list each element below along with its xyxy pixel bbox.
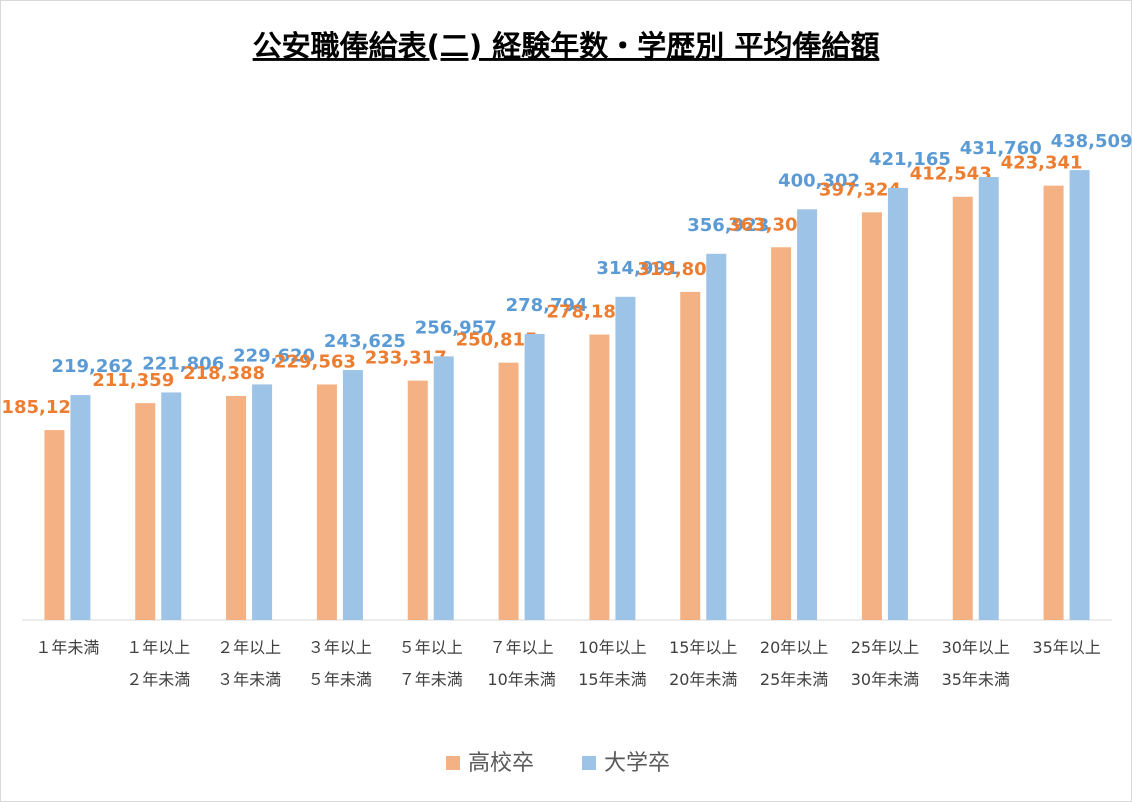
bar <box>407 380 428 620</box>
data-label: 243,625 <box>324 331 406 352</box>
chart-title: 公安職俸給表(二) 経験年数・学歴別 平均俸給額 <box>253 29 880 63</box>
bar <box>680 291 701 620</box>
bar <box>771 247 792 620</box>
x-tick-label: ２年以上 ３年未満 <box>217 638 298 689</box>
x-tick-label: 10年以上 15年未満 <box>578 638 663 689</box>
data-label: 400,302 <box>778 170 860 191</box>
bar <box>797 209 818 620</box>
data-label: 412,543 <box>910 164 992 185</box>
data-label: 233,317 <box>365 348 447 369</box>
bar <box>161 392 182 620</box>
x-tick-label: １年以上 ２年未満 <box>126 638 207 689</box>
data-label: 221,806 <box>142 353 224 374</box>
data-label: 278,794 <box>506 295 588 316</box>
bar <box>70 395 91 620</box>
data-label: 438,509 <box>1051 131 1132 152</box>
data-label: 319,802 <box>637 259 719 280</box>
data-label: 421,165 <box>869 149 951 170</box>
x-tick-label: ５年以上 ７年未満 <box>398 638 479 689</box>
bar <box>498 362 519 620</box>
legend-swatch <box>582 756 596 770</box>
bar <box>135 403 156 620</box>
bar <box>316 384 337 620</box>
x-tick-label: 20年以上 25年未満 <box>759 638 845 689</box>
bar <box>861 212 882 620</box>
data-label: 314,991 <box>596 258 678 279</box>
x-tick-label: １年未満 <box>35 638 100 657</box>
data-label: 218,388 <box>183 363 265 384</box>
data-label: 219,262 <box>51 356 133 377</box>
bar <box>433 356 454 620</box>
bar <box>524 333 545 620</box>
data-label: 229,620 <box>233 345 315 366</box>
bar <box>706 253 727 620</box>
x-tick-label: 35年以上 <box>1032 638 1101 657</box>
data-label: 356,923 <box>687 215 769 236</box>
x-tick-label: ７年以上 10年未満 <box>487 638 570 689</box>
data-label: 185,122 <box>1 397 83 418</box>
data-label: 278,189 <box>546 302 628 323</box>
x-tick-label: 15年以上 20年未満 <box>669 638 754 689</box>
data-label: 363,300 <box>728 214 810 235</box>
bar <box>252 384 273 620</box>
bar <box>589 334 610 620</box>
data-label: 423,341 <box>1001 153 1083 174</box>
data-label: 256,957 <box>415 317 497 338</box>
bar <box>44 430 65 620</box>
bar <box>978 177 999 621</box>
data-label: 250,815 <box>456 330 538 351</box>
bar <box>1069 170 1090 620</box>
x-tick-label: ３年以上 ５年未満 <box>307 638 388 689</box>
data-label: 397,324 <box>819 179 901 200</box>
x-tick-label: 25年以上 30年未満 <box>850 638 936 689</box>
bar <box>226 395 247 620</box>
legend-label: 大学卒 <box>604 751 670 776</box>
data-label: 211,359 <box>92 370 174 391</box>
data-label: 229,563 <box>274 351 356 372</box>
bar <box>887 187 908 620</box>
bar <box>1043 185 1064 620</box>
legend-label: 高校卒 <box>468 751 534 776</box>
bar <box>342 370 363 620</box>
bar <box>615 296 636 620</box>
legend-swatch <box>446 756 460 770</box>
x-tick-label: 30年以上 35年未満 <box>941 638 1026 689</box>
data-label: 431,760 <box>960 138 1042 159</box>
bar <box>952 196 973 620</box>
